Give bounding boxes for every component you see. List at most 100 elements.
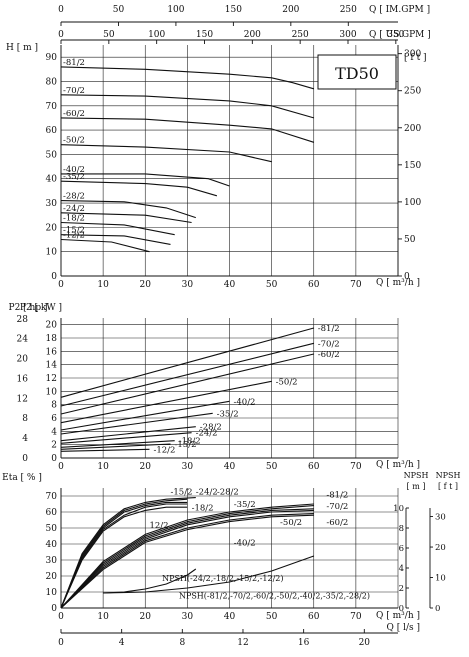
curve-18-2 xyxy=(60,501,188,609)
npsh-ft-unit: [ f t ] xyxy=(438,482,458,491)
ft-tick-label: 0 xyxy=(404,272,410,282)
eta-curve-label: -24/2 xyxy=(196,487,218,497)
series-label: -18/2 xyxy=(63,214,85,224)
x-tick-label: 10 xyxy=(97,462,109,472)
y-tick-label: 80 xyxy=(46,77,58,87)
eta-curve-label: -50/2 xyxy=(280,518,302,528)
npsh-m-tick-label: 0 xyxy=(399,604,404,614)
x-tick-label: 40 xyxy=(224,280,236,290)
x-tick-label: 10 xyxy=(97,612,109,622)
curve-40-2 xyxy=(60,400,230,431)
usgpm-tick-label: 350 xyxy=(387,30,404,40)
x-tick-label: 10 xyxy=(97,280,109,290)
npsh-label: NPSH(-24/2,-18/2,-15/2,-12/2) xyxy=(162,574,283,583)
npsh-m-tick-label: 10 xyxy=(393,504,404,514)
curve-12-2 xyxy=(60,448,150,452)
series-label: -15/2 xyxy=(63,226,85,236)
curve-70-2 xyxy=(60,342,314,407)
curve-60-2 xyxy=(60,353,314,415)
series-label: -35/2 xyxy=(63,172,85,182)
series-label: -50/2 xyxy=(63,136,85,146)
y-tick-label: 0 xyxy=(51,604,57,614)
x-tick-label: 70 xyxy=(350,462,362,472)
curve-28-2 xyxy=(60,426,196,442)
eta-curve-label: -81/2 xyxy=(326,491,348,501)
curve-28-2 xyxy=(60,200,196,219)
curve-18-2 xyxy=(60,440,175,448)
usgpm-axis-label: Q [ US.GPM ] xyxy=(369,30,431,40)
y-tick-label: 30 xyxy=(46,199,58,209)
x-tick-label: 0 xyxy=(58,462,64,472)
series-label: -24/2 xyxy=(196,429,218,439)
ft-axis-label: [ f t ] xyxy=(404,53,427,63)
ls-tick-label: 12 xyxy=(237,638,248,648)
y-tick-label: 90 xyxy=(46,53,58,63)
y-tick-label: 50 xyxy=(46,150,58,160)
curve-40-2 xyxy=(61,173,230,187)
curve-81-2 xyxy=(60,503,314,609)
curve-15-2 xyxy=(60,503,188,609)
npsh-m-title: NPSH xyxy=(404,471,429,480)
y-tick-label: 18 xyxy=(46,334,58,344)
x-tick-label: 30 xyxy=(182,280,194,290)
curve-12-2 xyxy=(60,238,150,253)
curve-35-2 xyxy=(60,180,218,197)
curve-60-2 xyxy=(60,508,314,609)
usgpm-tick-label: 150 xyxy=(196,30,213,40)
x-tick-label: 50 xyxy=(266,462,278,472)
series-label: -12/2 xyxy=(153,445,175,455)
curve-70-2 xyxy=(60,505,314,609)
curve-81-2 xyxy=(60,66,314,90)
y-tick-label: 2 xyxy=(51,441,57,451)
npsh-m-tick-label: 8 xyxy=(399,524,404,534)
ft-tick-label: 100 xyxy=(404,198,421,208)
curve-24-2 xyxy=(60,212,192,224)
x-tick-label: 70 xyxy=(350,612,362,622)
y-tick-label: 16 xyxy=(46,347,58,357)
eta-curve-label: -18/2 xyxy=(192,503,214,513)
curve-81-2 xyxy=(60,327,314,398)
x-axis-label: Q [ m³/h ] xyxy=(376,278,420,288)
y-tick-label: 10 xyxy=(46,588,58,598)
ft-tick-label: 150 xyxy=(404,161,421,171)
x-tick-label: 20 xyxy=(140,280,152,290)
curve-60-2 xyxy=(60,117,314,143)
series-label: -60/2 xyxy=(63,109,85,119)
hp-tick-label: 4 xyxy=(22,434,28,444)
eta-curve-label: -35/2 xyxy=(234,500,256,510)
series-label: -70/2 xyxy=(318,339,340,349)
series-label: -40/2 xyxy=(234,397,256,407)
eta-axis-label: Eta [ % ] xyxy=(2,473,42,483)
curve-24-2 xyxy=(60,498,188,609)
x-tick-label: 50 xyxy=(266,612,278,622)
x-tick-label: 0 xyxy=(58,280,64,290)
x-tick-label: 60 xyxy=(308,462,320,472)
x-tick-label: 40 xyxy=(224,612,236,622)
y-tick-label: 20 xyxy=(46,572,58,582)
curve-50-2 xyxy=(60,144,272,163)
head-axis-label: H [ m ] xyxy=(6,43,38,53)
x-tick-label: 20 xyxy=(140,612,152,622)
x-tick-label: 60 xyxy=(308,612,320,622)
y-tick-label: 40 xyxy=(46,175,58,185)
curve-24-2 xyxy=(60,432,192,444)
y-tick-label: 8 xyxy=(51,401,57,411)
ls-tick-label: 4 xyxy=(119,638,125,648)
x-axis-label: Q [ m³/h ] xyxy=(376,460,420,470)
curve-15-2 xyxy=(60,234,171,245)
imgpm-tick-label: 100 xyxy=(167,5,184,15)
npsh-ft-tick-label: 20 xyxy=(435,543,446,553)
y-tick-label: 14 xyxy=(46,361,58,371)
hp-tick-label: 20 xyxy=(17,355,29,365)
y-tick-label: 20 xyxy=(46,223,58,233)
x-tick-label: 50 xyxy=(266,280,278,290)
curve-40-2 xyxy=(60,514,314,609)
y-tick-label: 4 xyxy=(51,427,57,437)
usgpm-tick-label: 250 xyxy=(292,30,309,40)
ft-tick-label: 250 xyxy=(404,87,421,97)
hp-tick-label: 28 xyxy=(17,315,29,325)
series-label: -40/2 xyxy=(63,165,85,175)
title-box xyxy=(317,54,397,90)
